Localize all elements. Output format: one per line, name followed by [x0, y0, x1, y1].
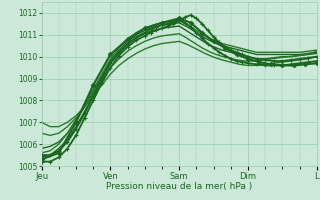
X-axis label: Pression niveau de la mer( hPa ): Pression niveau de la mer( hPa ): [106, 182, 252, 191]
